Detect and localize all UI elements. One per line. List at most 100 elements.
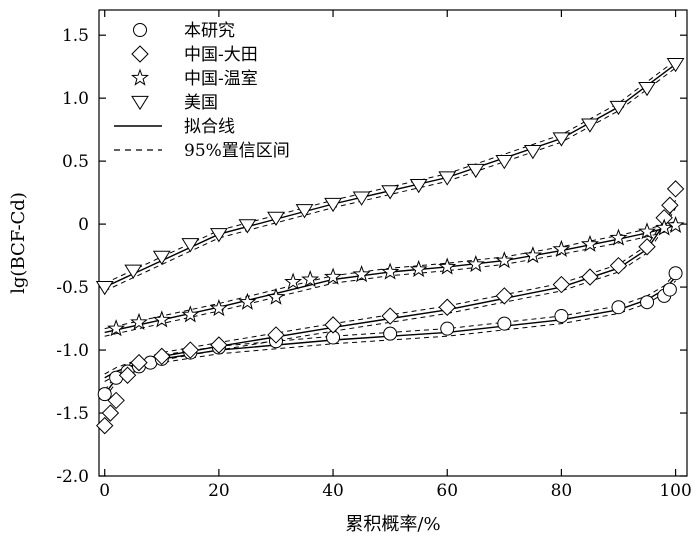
point-series-3	[438, 171, 457, 186]
x-tick-label: 0	[99, 481, 110, 501]
point-series-0	[109, 370, 124, 385]
point-series-3	[352, 191, 371, 206]
point-series-1	[118, 366, 137, 384]
point-series-0	[97, 387, 112, 402]
point-series-2	[580, 234, 599, 252]
legend-symbol-triangle-down	[131, 95, 149, 111]
point-series-2	[324, 267, 343, 285]
point-series-2	[181, 305, 200, 323]
point-series-1	[324, 316, 342, 334]
point-series-2	[267, 287, 285, 305]
point-series-1	[181, 341, 200, 359]
point-series-2	[152, 310, 171, 328]
y-tick-label: -1.5	[56, 404, 89, 424]
point-series-3	[152, 250, 171, 265]
point-series-0	[554, 309, 569, 324]
point-series-3	[666, 58, 685, 73]
point-series-1	[96, 416, 114, 435]
point-series-3	[609, 100, 628, 116]
x-tick-label: 20	[208, 481, 230, 501]
point-series-2	[609, 228, 628, 246]
point-series-2	[638, 222, 656, 240]
point-series-3	[295, 204, 314, 219]
point-series-3	[209, 228, 228, 243]
point-series-3	[381, 185, 400, 200]
legend-label: 美国	[184, 93, 218, 113]
confidence-band-1-0	[104, 199, 677, 391]
point-series-1	[267, 326, 285, 344]
point-series-3	[181, 238, 200, 253]
point-series-2	[107, 319, 126, 337]
point-series-1	[495, 287, 514, 305]
y-tick-label: 1.5	[62, 26, 89, 46]
legend-label: 拟合线	[184, 117, 235, 137]
point-series-3	[552, 132, 571, 147]
point-series-3	[466, 163, 485, 179]
point-series-1	[101, 404, 120, 422]
point-series-2	[209, 299, 228, 317]
point-series-2	[238, 292, 257, 310]
point-series-0	[662, 282, 677, 297]
x-tick-label: 40	[322, 481, 344, 501]
legend-label: 本研究	[184, 21, 235, 41]
x-tick-label: 100	[659, 481, 691, 501]
point-series-2	[466, 254, 485, 273]
legend-symbol-diamond	[131, 45, 149, 63]
legend-symbol-circle	[133, 23, 147, 37]
point-series-1	[638, 238, 656, 256]
point-series-2	[409, 259, 428, 278]
y-tick-label: 0	[78, 215, 89, 235]
point-series-3	[267, 211, 285, 226]
point-series-2	[130, 312, 148, 331]
point-series-3	[495, 155, 514, 170]
y-axis-title: lg(BCF-Cd)	[8, 192, 29, 294]
point-series-2	[301, 270, 320, 288]
point-series-2	[552, 239, 571, 257]
y-tick-label: -2.0	[56, 467, 89, 487]
point-series-3	[124, 264, 143, 279]
axis-ticks: 0 20 40 60 80 100 -2.0 -1.5 -1.0 -0.5 0 0.5 1.0 1.5	[56, 10, 692, 501]
point-series-3	[324, 197, 342, 213]
legend-label: 中国-温室	[184, 69, 258, 89]
point-series-2	[381, 262, 400, 280]
point-series-2	[438, 257, 457, 275]
point-series-1	[661, 196, 679, 214]
legend-symbol-star	[131, 68, 149, 86]
point-series-0	[440, 321, 455, 336]
point-series-1	[381, 307, 399, 325]
point-series-3	[409, 178, 428, 194]
point-series-3	[581, 118, 599, 133]
point-series-1	[552, 275, 571, 294]
legend-label: 中国-大田	[184, 45, 258, 65]
point-series-3	[523, 144, 542, 160]
point-series-1	[107, 391, 125, 410]
point-series-3	[238, 219, 257, 234]
point-series-1	[666, 180, 685, 198]
point-series-3	[95, 280, 114, 296]
x-tick-label: 60	[436, 481, 458, 501]
point-series-2	[284, 272, 303, 290]
point-series-0	[668, 266, 683, 281]
point-series-2	[352, 265, 371, 283]
point-series-0	[497, 316, 512, 331]
point-series-1	[210, 336, 228, 354]
legend-label: 95%置信区间	[184, 141, 290, 161]
y-tick-label: -0.5	[56, 278, 89, 298]
point-series-2	[523, 246, 542, 264]
point-series-3	[638, 81, 656, 97]
point-series-2	[495, 251, 514, 269]
fit-line-1	[104, 203, 677, 395]
point-series-1	[438, 298, 456, 316]
point-series-2	[666, 215, 685, 233]
x-tick-label: 80	[551, 481, 573, 501]
point-series-1	[581, 268, 599, 286]
y-tick-label: 1.0	[62, 89, 89, 109]
point-series-2	[655, 218, 674, 236]
point-series-0	[611, 300, 626, 315]
x-axis-title: 累积概率/%	[345, 514, 440, 535]
point-series-0	[640, 295, 655, 310]
data-points	[95, 58, 685, 435]
point-series-1	[609, 256, 628, 275]
